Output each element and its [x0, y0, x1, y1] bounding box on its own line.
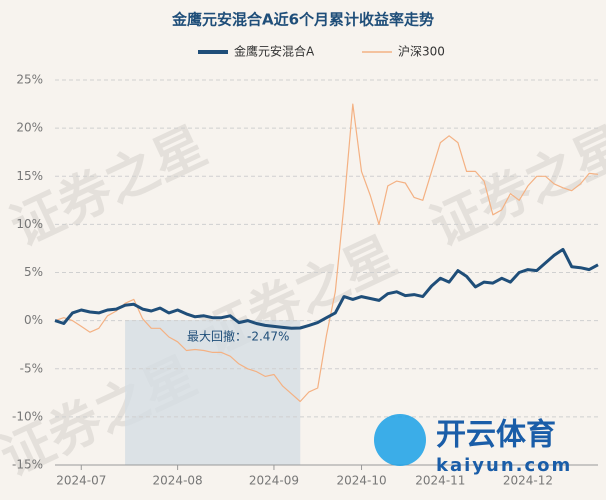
x-tick-label: 2024-10: [336, 474, 386, 488]
chart-title: 金鹰元安混合A近6个月累计收益率走势: [171, 11, 434, 29]
logo-url: kaiyun.com: [436, 455, 572, 476]
drawdown-label: 最大回撤：-2.47%: [187, 329, 289, 344]
y-tick-label: -10%: [12, 409, 43, 423]
y-tick-label: 0%: [24, 313, 43, 327]
x-tick-label: 2024-07: [56, 474, 106, 488]
y-tick-label: 10%: [16, 217, 43, 231]
x-tick-label: 2024-08: [153, 474, 203, 488]
series-line: [54, 247, 599, 330]
watermark: 证券之星: [422, 116, 606, 258]
y-tick-label: -15%: [12, 458, 43, 472]
drawdown-area: [125, 320, 301, 465]
logo-name: 开云体育: [436, 418, 556, 453]
x-tick-label: 2024-09: [249, 474, 299, 488]
logo-ball: [374, 414, 426, 466]
y-tick-label: 5%: [24, 265, 43, 279]
series-line: [54, 103, 599, 403]
y-tick-label: -5%: [20, 361, 43, 375]
y-tick-label: 15%: [16, 169, 43, 183]
legend-label: 金鹰元安混合A: [234, 44, 315, 59]
y-tick-label: 25%: [16, 73, 43, 87]
x-tick-label: 2024-12: [503, 474, 553, 488]
legend-label: 沪深300: [398, 45, 445, 59]
x-tick-label: 2024-11: [415, 474, 465, 488]
watermark: 证券之星: [2, 116, 216, 258]
y-tick-label: 20%: [16, 121, 43, 135]
